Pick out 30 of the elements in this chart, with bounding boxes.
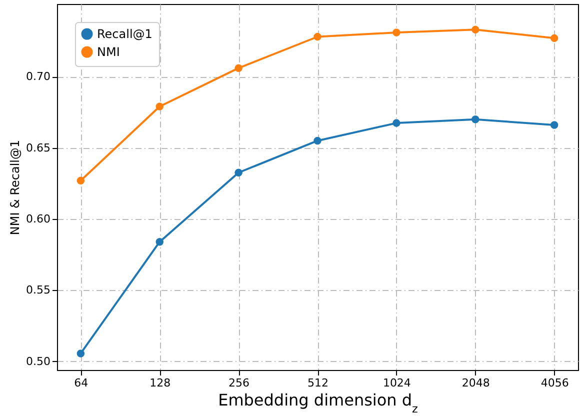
x-tick-label: 2048 [462,376,490,390]
point [392,28,400,36]
point [76,350,85,358]
point [234,168,242,176]
y-tick-label: 0.55 [26,284,50,297]
point [314,136,322,145]
point [392,119,400,127]
legend-label: Recall@1 [97,27,152,41]
point [472,115,480,124]
x-tick-label: 256 [228,376,250,390]
x-tick-label: 1024 [382,376,411,390]
point [550,121,558,129]
y-tick-label: 0.60 [26,212,50,226]
point [156,102,164,110]
y-tick-label: 0.50 [26,354,50,368]
y-axis-title: NMI & Recall@1 [8,140,22,236]
legend-label: NMI [97,45,120,59]
point [76,176,85,184]
x-tick-label: 128 [150,376,171,390]
point [472,26,480,34]
x-tick-label: 4056 [540,376,569,390]
x-tick-label: 512 [308,376,328,390]
y-tick-label: 0.70 [26,70,50,84]
point [234,64,242,72]
y-tick-label: 0.65 [26,141,50,154]
point [314,32,322,41]
point [156,238,164,246]
point [550,34,558,42]
x-axis-title: Embedding dimension d$_{z}$ [218,390,418,415]
x-tick-label: 64 [74,376,88,390]
